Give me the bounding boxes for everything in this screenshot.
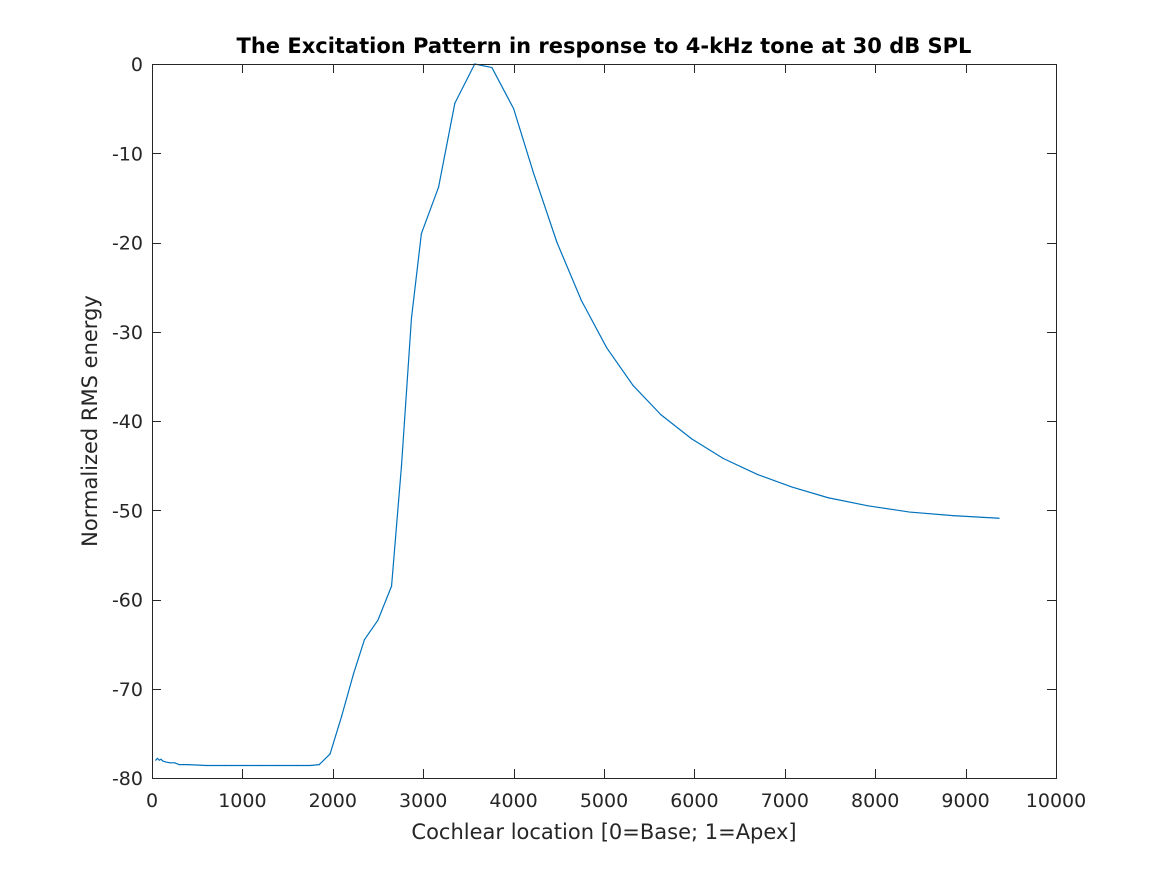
series-group (155, 63, 1000, 767)
series-point (352, 672, 355, 675)
series-point (998, 517, 1000, 519)
x-axis-tick-labels: 0 1000 2000 3000 4000 5000 6000 7000 8000 9000 100… (146, 790, 1086, 812)
y-tick-label: -50 (112, 500, 143, 522)
series-point (164, 761, 167, 763)
series-point (908, 511, 911, 513)
x-tick-label: 10000 (1026, 790, 1086, 812)
chart-title: The Excitation Pattern in response to 4-… (237, 34, 972, 58)
series-point (377, 619, 379, 621)
series-point (437, 186, 440, 188)
y-tick-label: -70 (112, 679, 143, 701)
series-point (223, 764, 225, 767)
series-point (155, 759, 157, 761)
series-point (556, 241, 558, 244)
series-point (277, 764, 280, 767)
series-point (454, 102, 456, 104)
series-point (867, 505, 869, 507)
plot-area (152, 64, 1056, 778)
x-tick-label: 0 (146, 790, 158, 812)
y-tick-label: -80 (112, 768, 143, 790)
series-point (309, 764, 311, 767)
series-point (318, 764, 320, 766)
series-point (420, 232, 422, 235)
series-point (390, 585, 393, 587)
series-point (691, 438, 693, 440)
x-tick-label: 7000 (761, 790, 809, 812)
series-point (660, 414, 662, 416)
series-point (491, 66, 493, 69)
series-point (296, 764, 298, 767)
series-point (162, 760, 164, 762)
series-point (158, 759, 160, 761)
series-point (827, 497, 829, 499)
x-tick-label: 6000 (670, 790, 718, 812)
series-point (400, 465, 403, 467)
y-axis-label: Normalized RMS energy (78, 295, 102, 547)
y-tick-label: -60 (112, 590, 143, 612)
series-point (532, 172, 535, 174)
series-point (757, 473, 759, 476)
x-tick-label: 2000 (309, 790, 357, 812)
series-point (513, 108, 515, 110)
series-point (174, 762, 176, 764)
series-point (632, 384, 634, 386)
y-tick-label: -10 (112, 143, 143, 165)
series-point (259, 764, 262, 767)
series-point (410, 317, 413, 319)
y-tick-label: -20 (112, 233, 143, 255)
x-axis-label: Cochlear location [0=Base; 1=Apex] (411, 820, 796, 844)
x-tick-label: 9000 (941, 790, 989, 812)
y-tick-label: 0 (131, 54, 143, 76)
series-point (156, 757, 159, 759)
x-tick-label: 4000 (489, 790, 537, 812)
plot-box (152, 64, 1057, 779)
series-point (791, 486, 793, 488)
x-tick-label: 1000 (218, 790, 266, 812)
series-point (178, 764, 180, 766)
series-point (363, 639, 366, 641)
series-point (329, 753, 331, 755)
series-point (241, 764, 243, 767)
y-tick-label: -30 (112, 322, 143, 344)
series-point (187, 764, 189, 766)
x-tick-label: 8000 (851, 790, 899, 812)
series-point (160, 758, 162, 760)
series-point (580, 299, 583, 302)
x-tick-label: 5000 (580, 790, 628, 812)
series-point (169, 762, 171, 764)
series-point (952, 515, 954, 517)
series-point (341, 714, 343, 717)
x-tick-label: 3000 (399, 790, 447, 812)
series-point (722, 457, 724, 460)
series-point (606, 347, 608, 349)
y-axis-tick-labels: -80 -70 -60 -50 -40 -30 -20 -10 0 (112, 54, 143, 790)
y-tick-label: -40 (112, 411, 143, 433)
series-point (205, 764, 207, 767)
